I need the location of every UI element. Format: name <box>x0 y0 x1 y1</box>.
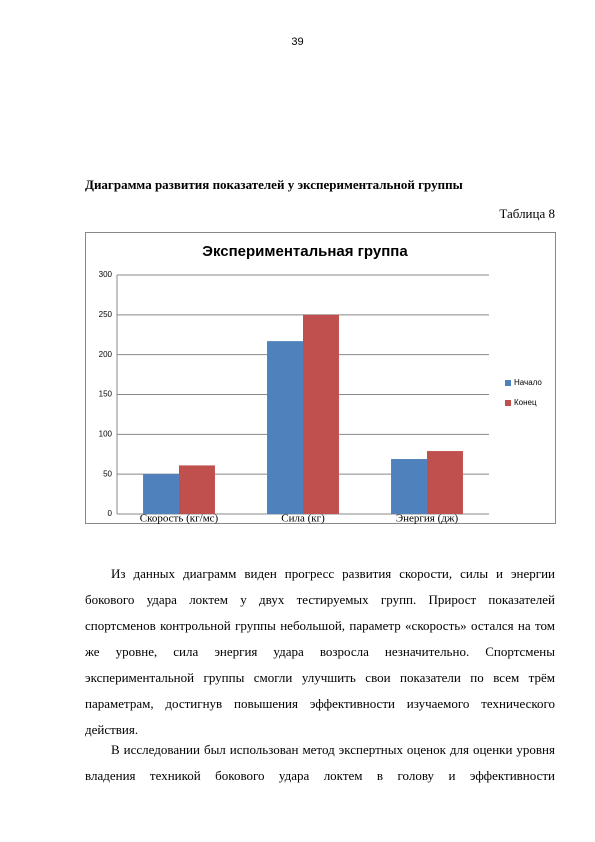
legend-swatch <box>505 400 511 406</box>
x-tick-label: Сила (кг) <box>281 513 325 524</box>
y-tick-label: 300 <box>99 270 113 279</box>
paragraph: Из данных диаграмм виден прогресс развит… <box>85 566 555 737</box>
bar <box>179 465 215 514</box>
table-label: Таблица 8 <box>499 206 555 221</box>
x-tick-label: Скорость (кг/мс) <box>140 513 219 524</box>
heading: Диаграмма развития показателей у экспери… <box>85 177 463 192</box>
bar <box>267 341 303 514</box>
paragraph: В исследовании был использован метод экс… <box>85 742 555 783</box>
legend-label: Начало <box>514 378 542 387</box>
y-tick-label: 50 <box>103 469 112 478</box>
legend-label: Конец <box>514 398 537 407</box>
bar <box>303 314 339 514</box>
y-tick-label: 150 <box>99 390 113 399</box>
chart: Экспериментальная группа 0 50 100 150 200 250… <box>85 232 556 524</box>
bar <box>427 451 463 514</box>
y-tick-label: 100 <box>99 429 113 438</box>
legend-swatch <box>505 380 511 386</box>
y-tick-label: 250 <box>99 310 113 319</box>
y-tick-label: 200 <box>99 350 113 359</box>
y-tick-label: 0 <box>108 509 113 518</box>
page-number: 39 <box>291 36 304 48</box>
bar <box>143 474 179 514</box>
chart-title: Экспериментальная группа <box>202 243 408 260</box>
x-tick-label: Энергия (дж) <box>396 513 459 524</box>
bar <box>391 459 427 514</box>
